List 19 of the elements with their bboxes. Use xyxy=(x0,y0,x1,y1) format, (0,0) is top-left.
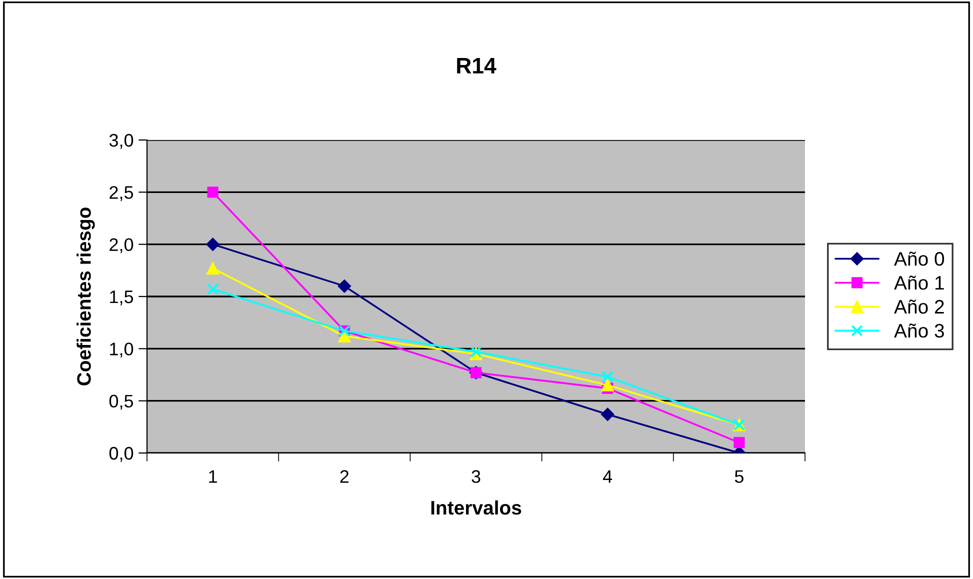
chart-title: R14 xyxy=(457,58,496,74)
legend-label: Año 1 xyxy=(894,276,944,290)
y-tick-label: 2,5 xyxy=(110,186,134,202)
y-tick-label: 1,5 xyxy=(110,290,134,306)
y-tick-label: 1,0 xyxy=(110,342,134,358)
legend-label: Año 3 xyxy=(894,324,944,338)
x-tick-label: 4 xyxy=(602,470,612,483)
y-tick-label: 0,0 xyxy=(109,446,134,462)
y-axis-title: Coeficientes riesgo xyxy=(76,208,95,386)
legend-label: Año 2 xyxy=(894,300,944,314)
y-tick-label: 2,0 xyxy=(110,238,134,254)
y-tick-label: 3,0 xyxy=(109,134,134,149)
x-tick-label: 3 xyxy=(472,470,480,483)
x-axis-title: Intervalos xyxy=(431,500,522,515)
y-tick-label: 0,5 xyxy=(109,394,134,410)
x-tick-label: 5 xyxy=(734,470,744,483)
legend-label: Año 0 xyxy=(894,252,944,266)
x-tick-label: 2 xyxy=(340,470,349,483)
x-tick-label: 1 xyxy=(209,470,217,483)
